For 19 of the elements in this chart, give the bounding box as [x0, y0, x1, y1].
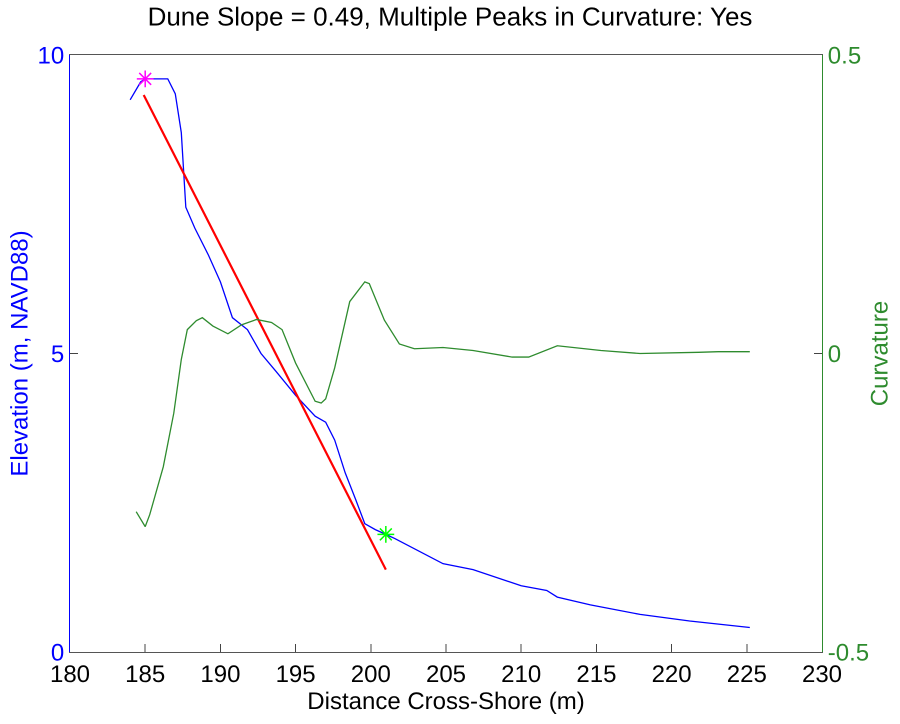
- y2-tick-label: 0: [828, 340, 842, 368]
- x-tick-label: 205: [426, 660, 466, 688]
- x-tick-label: 195: [276, 660, 316, 688]
- x-tick-label: 225: [726, 660, 767, 688]
- x-tick-label: 200: [350, 660, 391, 688]
- y-tick-label: 5: [50, 340, 64, 368]
- y2-tick-label: 0.5: [828, 42, 862, 70]
- y-axis-title: Elevation (m, NAVD88): [6, 230, 34, 477]
- y2-axis-title: Curvature: [866, 300, 894, 406]
- x-tick-label: 185: [125, 660, 166, 688]
- x-tick-label: 220: [652, 660, 692, 688]
- x-axis-title: Distance Cross-Shore (m): [307, 688, 585, 715]
- line-series: [130, 78, 750, 628]
- line-series: [136, 281, 750, 528]
- y-tick-label: 10: [37, 42, 64, 70]
- x-tick-label: 190: [200, 660, 240, 688]
- chart-title: Dune Slope = 0.49, Multiple Peaks in Curvature: Yes: [148, 1, 752, 32]
- x-tick-label: 215: [576, 660, 616, 688]
- x-tick-label: 210: [501, 660, 542, 688]
